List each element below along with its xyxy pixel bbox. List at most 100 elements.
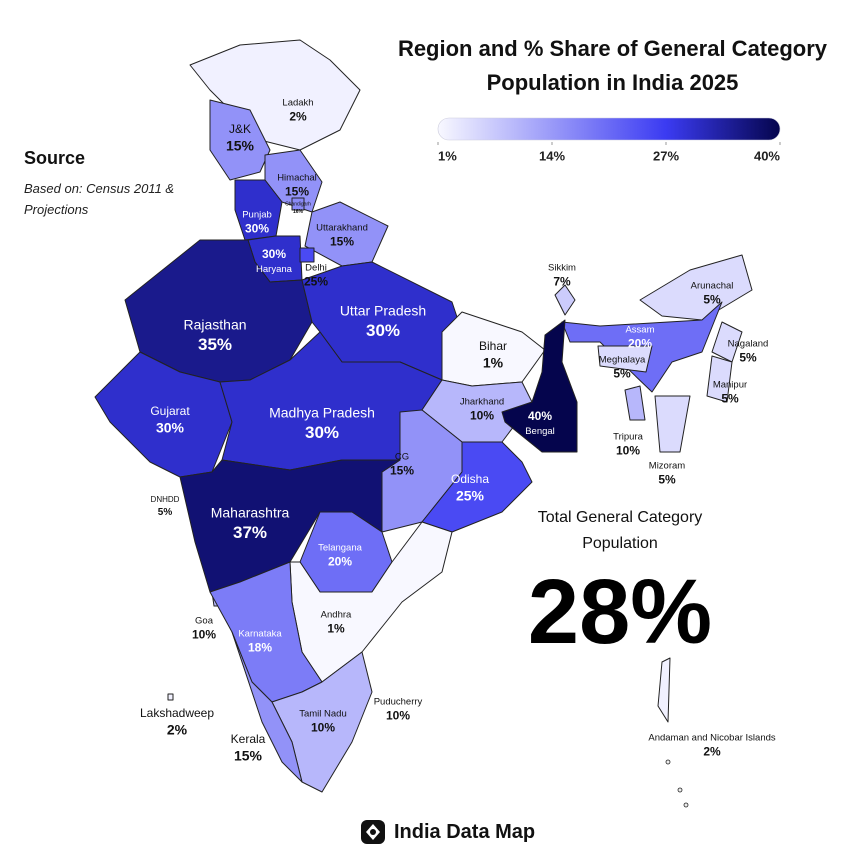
region-value: 35% [198,335,232,354]
region-name: Meghalaya [599,355,646,366]
footer: India Data Map [360,818,535,846]
region-name: Nagaland [728,339,769,350]
region-name: Telangana [318,543,363,554]
region-name: DNHDD [151,495,180,504]
region-value: 2% [703,744,721,758]
region-value: 30% [262,247,286,261]
source-text: Based on: Census 2011 & Projections [24,181,175,217]
region-value: 40% [528,409,552,423]
region-name: J&K [229,122,251,136]
region [421,441,533,533]
region-name: Madhya Pradesh [269,405,375,421]
region-value: 16% [293,209,304,215]
region [597,345,653,373]
region-value: 10% [616,443,640,457]
region-name: Punjab [242,210,272,221]
region-name: Bihar [479,339,507,353]
island [665,759,671,765]
total-label: Total General Category Population [537,509,703,552]
region-name: Tamil Nadu [299,709,347,720]
region [167,693,174,701]
footer-text: India Data Map [394,820,536,843]
region [624,385,646,421]
region-name: Karnataka [238,629,282,640]
region-value: 5% [721,391,739,405]
region [299,247,315,263]
source-heading: Source [24,148,86,168]
region-value: 15% [234,748,263,764]
logo [361,820,385,844]
region [501,319,578,453]
region-name: Maharashtra [211,505,290,521]
region-name: CG [395,452,409,463]
region [209,99,271,181]
region-name: Manipur [713,380,747,391]
legend-tick-label: 14% [539,148,565,163]
legend-tick-label: 40% [754,148,780,163]
region-value: 20% [628,336,652,350]
region-value: 30% [305,423,339,442]
region [291,197,305,211]
region-value: 5% [658,472,676,486]
region-value: 5% [613,366,631,380]
region-value: 10% [470,408,494,422]
legend-tick-label: 27% [653,148,679,163]
region-value: 37% [233,523,267,542]
region-name: Ladakh [282,98,313,109]
region-labels: Ladakh2%J&K15%Himachal15%Chandigarh16%Pu… [140,98,776,764]
region-name: Jharkhand [460,397,504,408]
region-name: Andaman and Nicobar Islands [648,733,776,744]
region [639,254,753,321]
legend-bar [437,117,781,141]
region-value: 5% [703,292,721,306]
title: Region and % Share of General Category P… [397,36,828,95]
region-value: 30% [245,221,269,235]
region-value: 7% [553,274,571,288]
total-value: 28% [527,561,713,663]
region-value: 30% [366,321,400,340]
region-value: 10% [386,708,410,722]
region-value: 18% [248,640,272,654]
region-name: Puducherry [374,697,423,708]
island [683,802,689,808]
region-value: 15% [390,463,414,477]
region-name: Mizoram [649,461,686,472]
region [657,657,671,723]
region-name: Himachal [277,173,317,184]
region-value: 2% [167,722,188,738]
region-value: 20% [328,554,352,568]
region-value: 1% [483,355,504,371]
region-name: Goa [195,616,214,627]
region-value: 5% [158,507,173,518]
region-value: 30% [156,420,185,436]
region-value: 25% [456,488,485,504]
region [94,351,233,478]
region-name: Bengal [525,426,555,437]
region-name: Chandigarh [285,201,311,207]
region-value: 2% [289,109,307,123]
region [231,631,303,783]
legend-tick-label: 1% [438,148,457,163]
region [554,284,576,316]
region-name: Andhra [321,610,352,621]
region [706,355,733,403]
region-name: Uttarakhand [316,223,368,234]
region-name: Haryana [256,264,293,275]
region-name: Rajasthan [183,317,246,333]
region-value: 5% [739,350,757,364]
region-name: Gujarat [150,404,190,418]
region-name: Tripura [613,432,643,443]
region-name: Arunachal [691,281,734,292]
region-value: 15% [330,234,354,248]
region-value: 10% [311,720,335,734]
region-name: Lakshadweep [140,706,214,720]
region-value: 15% [285,184,309,198]
region-value: 25% [304,274,328,288]
region-name: Sikkim [548,263,576,274]
region-name: Delhi [305,263,327,274]
region-name: Assam [625,325,654,336]
region [654,395,691,453]
island [677,787,683,793]
